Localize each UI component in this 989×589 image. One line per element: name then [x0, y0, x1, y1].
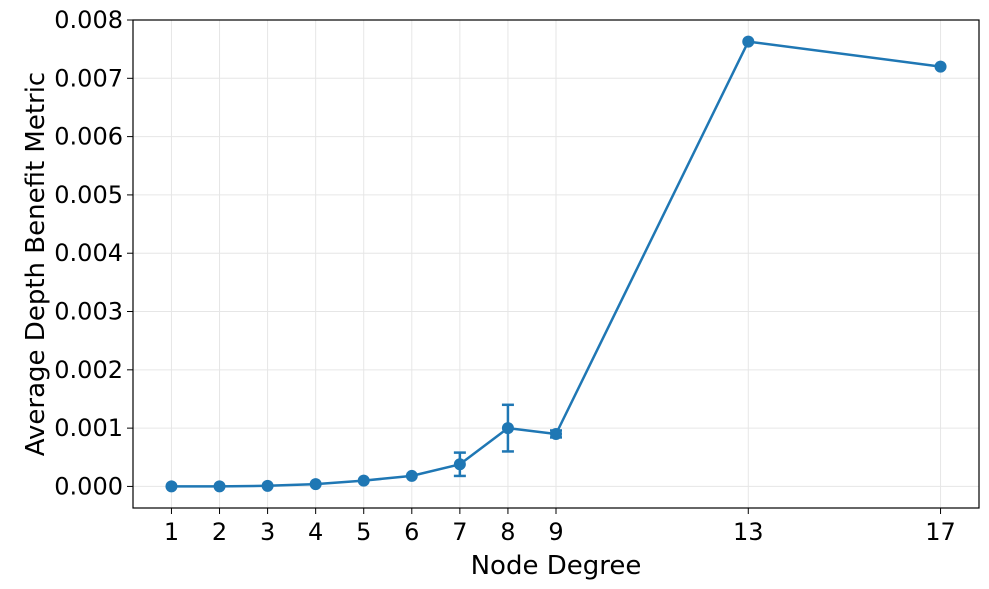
- series-layer: [165, 35, 947, 493]
- y-tick-label: 0.005: [54, 181, 123, 209]
- x-tick-label: 9: [548, 518, 563, 546]
- data-point: [501, 422, 514, 435]
- y-tick-label: 0.004: [54, 239, 123, 267]
- data-point: [405, 469, 418, 482]
- x-tick-label: 5: [356, 518, 371, 546]
- x-tick-label: 4: [308, 518, 323, 546]
- x-tick-label: 7: [452, 518, 467, 546]
- data-point: [165, 480, 178, 493]
- x-tick-label: 6: [404, 518, 419, 546]
- data-point: [357, 474, 370, 487]
- data-point: [309, 478, 322, 491]
- y-axis-ticks: 0.000 0.001 0.002 0.003 0.004 0.005 0.006 0.007…: [54, 6, 133, 500]
- x-tick-label: 3: [260, 518, 275, 546]
- x-tick-label: 2: [212, 518, 227, 546]
- y-axis-label: Average Depth Benefit Metric: [21, 72, 51, 456]
- y-tick-label: 0.000: [54, 472, 123, 500]
- x-tick-label: 13: [733, 518, 764, 546]
- y-tick-label: 0.008: [54, 6, 123, 34]
- x-tick-label: 8: [500, 518, 515, 546]
- x-axis-ticks: 1 2 3 4 5 6 7 8 9 13 17: [164, 508, 956, 546]
- data-point: [261, 479, 274, 492]
- y-tick-label: 0.001: [54, 414, 123, 442]
- x-tick-label: 1: [164, 518, 179, 546]
- data-point: [742, 35, 755, 48]
- y-tick-label: 0.002: [54, 356, 123, 384]
- data-point: [453, 458, 466, 471]
- y-tick-label: 0.006: [54, 123, 123, 151]
- data-point: [550, 427, 562, 440]
- y-tick-label: 0.007: [54, 64, 123, 92]
- data-point: [934, 60, 947, 73]
- x-axis-label: Node Degree: [471, 551, 642, 581]
- data-point: [213, 480, 226, 493]
- y-tick-label: 0.003: [54, 298, 123, 326]
- x-tick-label: 17: [925, 518, 956, 546]
